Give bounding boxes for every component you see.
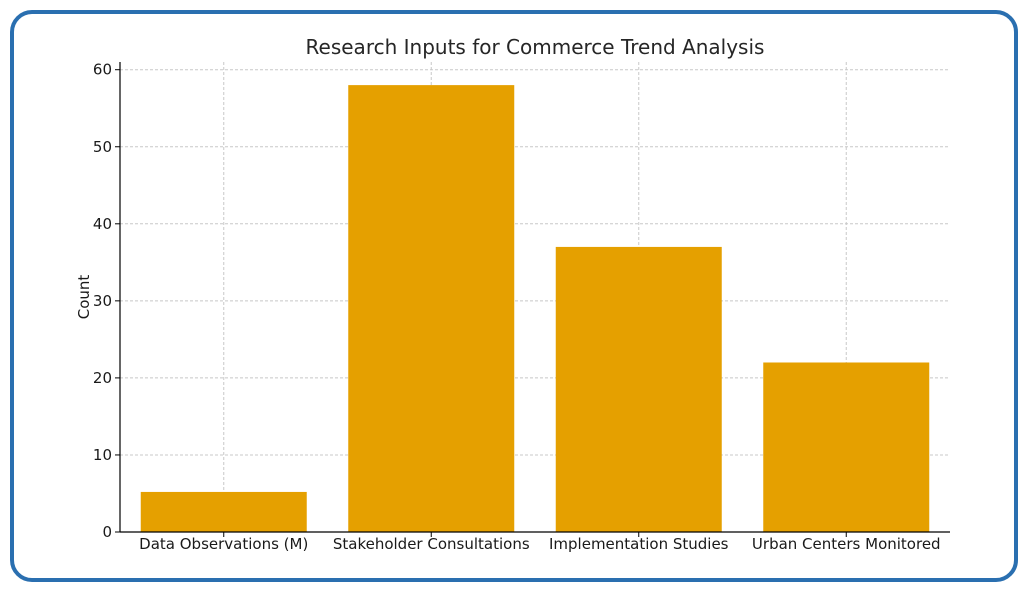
y-tick-label: 0 <box>102 523 112 541</box>
y-axis-label: Count <box>75 275 93 320</box>
y-tick-labels: 0 10 20 30 40 50 60 <box>93 61 120 541</box>
y-tick-label: 10 <box>93 446 112 464</box>
bar <box>348 85 515 533</box>
x-tick-label: Stakeholder Consultations <box>333 535 530 553</box>
x-tick-label: Implementation Studies <box>549 535 729 553</box>
x-tick-labels: Data Observations (M) Stakeholder Consult… <box>139 532 941 553</box>
bar <box>763 362 930 532</box>
y-tick-label: 30 <box>93 292 112 310</box>
y-tick-label: 20 <box>93 369 112 387</box>
bar <box>140 491 307 532</box>
chart-title: Research Inputs for Commerce Trend Analy… <box>306 35 765 59</box>
y-tick-label: 60 <box>93 61 112 79</box>
axes <box>119 62 950 533</box>
x-tick-label: Data Observations (M) <box>139 535 308 553</box>
y-tick-label: 50 <box>93 138 112 156</box>
bars <box>140 85 930 533</box>
y-tick-label: 40 <box>93 215 112 233</box>
bar <box>555 246 722 532</box>
x-tick-label: Urban Centers Monitored <box>752 535 941 553</box>
